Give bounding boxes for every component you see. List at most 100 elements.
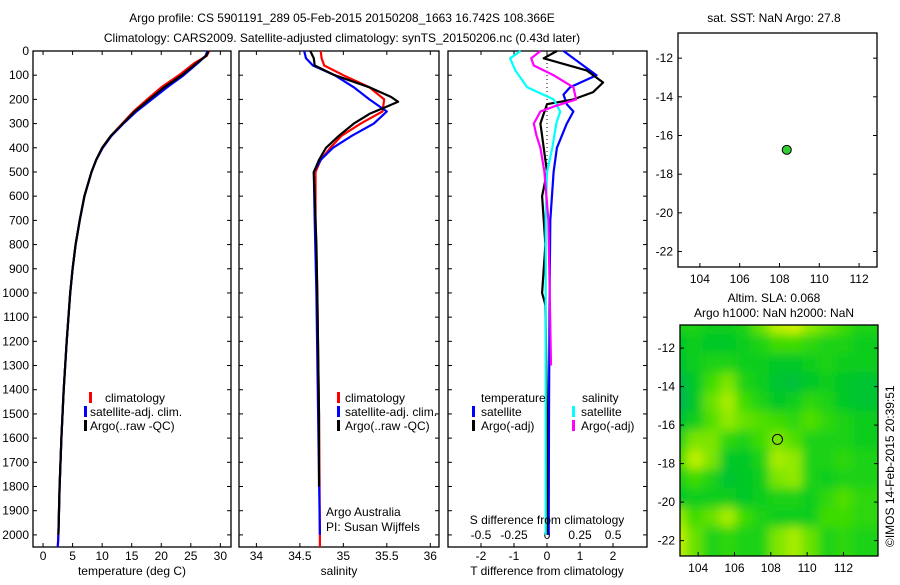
y-tick-label: -22 [658, 534, 676, 548]
y-tick-label: 600 [9, 189, 29, 203]
map-frame [677, 32, 878, 268]
legend-label: climatology [345, 391, 405, 405]
legend-label: satellite [581, 405, 622, 419]
series-line-climatology [56, 50, 211, 548]
legend-label: satellite-adj. clim. [90, 405, 182, 419]
temperature-panel: 0100200300400500600700800900100011001200… [2, 44, 232, 563]
x-tick-label: -2 [476, 549, 487, 563]
plot-frame [32, 50, 232, 548]
heatmap-cell [851, 526, 878, 556]
argo-float-location-marker [771, 433, 783, 445]
y-tick-label: 1200 [2, 334, 29, 348]
y-tick-label: 1100 [3, 310, 29, 324]
x2-tick-label: 0.5 [605, 528, 622, 542]
series-line-satellite-adj-clim- [56, 50, 209, 548]
series-line-s-satellite [509, 50, 562, 535]
y-tick-label: -20 [658, 495, 676, 509]
y-tick-label: 1000 [2, 286, 29, 300]
series-line-t-argo-adj- [539, 50, 605, 535]
series-line-argo-raw-qc- [57, 50, 210, 535]
y-tick-label: 1500 [2, 407, 29, 421]
sla-heatmap [680, 325, 878, 556]
x-tick-label: 34.5 [288, 549, 312, 563]
salinity-panel: 34 34.5 35 35.5 36 [238, 50, 440, 563]
series-line-climatology [314, 50, 386, 547]
legend-label: Argo(-adj) [481, 419, 534, 433]
sla-heatmap-cells [680, 325, 878, 556]
y-tick-label: 1600 [2, 431, 29, 445]
y-tick-label: 2000 [2, 528, 29, 542]
legend-swatch-t-argo [472, 420, 475, 431]
y-tick-label: 1400 [2, 383, 29, 397]
x-tick-label: 104 [688, 561, 708, 575]
temperature-legend: climatology satellite-adj. clim. Argo(..… [84, 391, 182, 433]
legend-label: climatology [105, 391, 165, 405]
legend-swatch-climatology [337, 392, 340, 403]
legend-label: Argo(..raw -QC) [345, 419, 430, 433]
x-tick-label: 110 [798, 561, 817, 575]
x-tick-label: 2 [610, 549, 617, 563]
y-tick-label: -18 [656, 167, 674, 181]
y-tick-label: -22 [656, 245, 674, 259]
salinity-annotation-line2: PI: Susan Wijffels [326, 520, 420, 534]
x-tick-label: 34 [250, 549, 264, 563]
figure-title-line1: Argo profile: CS 5901191_289 05-Feb-2015… [129, 11, 554, 25]
legend-label: satellite-adj. clim. [345, 405, 437, 419]
y-tick-label: 0 [22, 44, 29, 58]
x-tick-label: 106 [724, 561, 744, 575]
legend-swatch-satellite [84, 406, 87, 417]
legend-header-salinity: salinity [582, 391, 619, 405]
sla-map-title-line1: Altim. SLA: 0.068 [728, 291, 821, 305]
x-tick-label: 106 [730, 272, 750, 286]
legend-header-temperature: temperature [481, 391, 546, 405]
legend-label: satellite [481, 405, 522, 419]
y-tick-label: 300 [9, 117, 29, 131]
sst-map-title: sat. SST: NaN Argo: 27.8 [707, 11, 841, 25]
legend-swatch-satellite [337, 406, 340, 417]
imos-credit: ©IMOS 14-Feb-2015 20:39:51 [883, 385, 897, 547]
y-tick-label: 700 [9, 213, 29, 227]
x-tick-label: 30 [214, 549, 228, 563]
y-tick-label: 200 [9, 92, 29, 106]
difference-panel: -2 -1 0 1 2 -0.5 -0.25 0 0.25 0.5 [447, 50, 648, 563]
x-tick-label: 15 [125, 549, 139, 563]
x2-tick-label: -0.5 [471, 528, 492, 542]
difference-legend: temperature salinity satellite Argo(-adj… [472, 391, 634, 433]
y-tick-label: 1900 [2, 504, 29, 518]
difference-xlabel-t: T difference from climatology [470, 564, 624, 578]
x-tick-label: 112 [834, 561, 853, 575]
legend-swatch-argo [337, 420, 340, 431]
plot-frame [238, 50, 440, 548]
legend-swatch-s-satellite [572, 406, 575, 417]
sla-map-panel: 104 106 108 110 112 -12 -14 -16 -18 -20 -22 [658, 324, 879, 575]
x-tick-label: 108 [761, 561, 781, 575]
y-tick-label: -18 [658, 457, 676, 471]
x-tick-label: 0 [40, 549, 47, 563]
x2-tick-label: 0.25 [568, 528, 592, 542]
y-tick-label: 800 [9, 238, 29, 252]
argo-float-location-marker [781, 144, 792, 155]
y-tick-label: -14 [658, 380, 676, 394]
legend-label: Argo(-adj) [581, 419, 634, 433]
legend-label: Argo(..raw -QC) [90, 419, 175, 433]
y-tick-label: -12 [656, 51, 674, 65]
x-tick-label: 112 [850, 272, 869, 286]
x-tick-label: 0 [544, 549, 551, 563]
sst-map-panel: 104 106 108 110 112 -12 -14 -16 -18 -20 -22 [656, 32, 878, 286]
x-tick-label: 25 [184, 549, 198, 563]
legend-swatch-climatology [89, 392, 92, 403]
salinity-annotation-line1: Argo Australia [326, 505, 401, 519]
x-tick-label: 35.5 [375, 549, 399, 563]
x-tick-label: 10 [95, 549, 109, 563]
difference-xlabel-s: S difference from climatology [470, 513, 625, 527]
map-frame [679, 324, 879, 557]
figure-title-line2: Climatology: CARS2009. Satellite-adjuste… [104, 31, 580, 45]
temperature-xlabel: temperature (deg C) [78, 564, 186, 578]
legend-swatch-argo [84, 420, 87, 431]
y-tick-label: -16 [656, 128, 674, 142]
x-tick-label: 20 [155, 549, 169, 563]
x-tick-label: 104 [690, 272, 710, 286]
y-tick-label: -14 [656, 90, 674, 104]
y-tick-label: 1700 [2, 455, 29, 469]
